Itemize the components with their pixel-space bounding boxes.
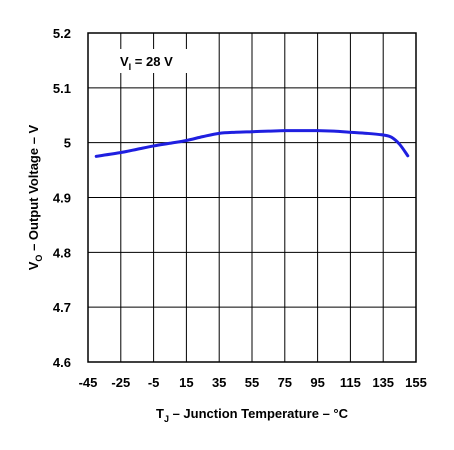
y-tick-label: 5.1 bbox=[53, 81, 71, 96]
x-tick-label: -5 bbox=[148, 375, 160, 390]
y-tick-label: 5 bbox=[64, 136, 71, 151]
x-axis-label: TJ – Junction Temperature – °C bbox=[156, 406, 349, 424]
series-line bbox=[94, 129, 410, 158]
y-tick-label: 4.6 bbox=[53, 355, 71, 370]
x-tick-label: 35 bbox=[212, 375, 226, 390]
x-tick-label: -25 bbox=[111, 375, 130, 390]
x-tick-label: 155 bbox=[405, 375, 427, 390]
x-tick-label: 135 bbox=[372, 375, 394, 390]
x-tick-labels: -45 -25 -5 15 35 55 75 95 115 135 155 bbox=[79, 375, 427, 390]
x-tick-label: 75 bbox=[278, 375, 292, 390]
y-tick-label: 4.9 bbox=[53, 191, 71, 206]
y-tick-label: 5.2 bbox=[53, 26, 71, 41]
x-tick-label: 55 bbox=[245, 375, 259, 390]
y-tick-label: 4.7 bbox=[53, 300, 71, 315]
annotation-box bbox=[105, 49, 199, 73]
y-axis-label: VO – Output Voltage – V bbox=[26, 124, 44, 270]
x-tick-label: 115 bbox=[340, 375, 361, 390]
y-tick-label: 4.8 bbox=[53, 245, 71, 260]
x-tick-label: -45 bbox=[79, 375, 98, 390]
plot-frame bbox=[87, 32, 417, 363]
x-tick-label: 15 bbox=[179, 375, 193, 390]
annotation-label: VI = 28 V bbox=[120, 54, 173, 72]
y-tick-labels: 4.6 4.7 4.8 4.9 5 5.1 5.2 bbox=[53, 26, 71, 370]
grid bbox=[87, 32, 417, 363]
series-layer bbox=[94, 129, 410, 158]
x-tick-label: 95 bbox=[310, 375, 324, 390]
